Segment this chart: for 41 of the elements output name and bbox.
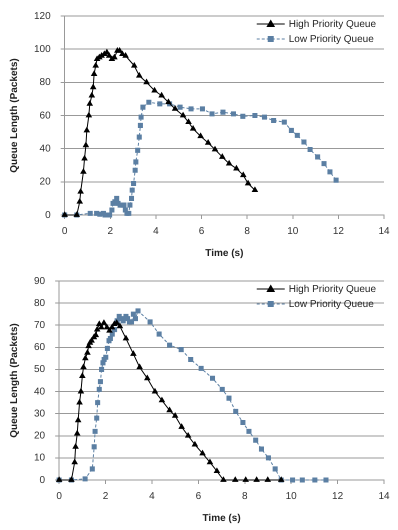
x-tick-label: 2 (102, 490, 109, 502)
y-tick-label: 40 (34, 386, 46, 398)
y-tick-label: 80 (34, 298, 46, 309)
x-tick-label: 8 (242, 490, 248, 502)
x-tick-label: 4 (149, 490, 156, 502)
x-tick-label: 0 (62, 226, 68, 237)
x-axis-title: Time (s) (202, 512, 241, 524)
y-tick-label: 90 (34, 276, 46, 287)
x-tick-label: 10 (287, 226, 299, 237)
x-tick-label: 4 (153, 226, 160, 237)
y-tick-label: 100 (34, 44, 52, 55)
y-tick-label: 60 (34, 342, 46, 354)
x-tick-label: 10 (286, 490, 298, 502)
y-tick-label: 0 (40, 474, 46, 486)
y-tick-label: 0 (45, 210, 52, 221)
y-tick-label: 20 (34, 430, 46, 442)
y-tick-label: 70 (34, 320, 46, 331)
x-tick-label: 2 (108, 226, 114, 237)
y-tick-label: 10 (34, 452, 46, 464)
legend-label: High Priority Queue (288, 18, 376, 30)
y-axis-title: Queue Length (Packets) (8, 323, 20, 438)
x-tick-label: 12 (332, 490, 344, 502)
y-axis-title: Queue Length (Packets) (8, 58, 20, 173)
x-axis-title: Time (s) (205, 248, 244, 259)
y-tick-label: 20 (40, 176, 52, 188)
legend-label: High Priority Queue (288, 284, 376, 295)
y-tick-label: 30 (34, 408, 46, 420)
y-tick-label: 60 (40, 110, 52, 122)
y-tick-label: 80 (40, 77, 52, 88)
x-tick-label: 6 (196, 490, 202, 502)
y-tick-label: 40 (40, 143, 52, 154)
y-tick-label: 50 (34, 364, 46, 376)
legend-label: Low Priority Queue (288, 34, 374, 45)
x-tick-label: 0 (56, 490, 62, 502)
y-tick-label: 120 (34, 10, 52, 22)
x-tick-label: 12 (332, 226, 344, 237)
x-tick-label: 6 (198, 226, 205, 237)
x-tick-label: 14 (378, 490, 390, 502)
x-tick-label: 8 (244, 226, 250, 237)
x-tick-label: 14 (378, 226, 390, 237)
legend-label: Low Priority Queue (288, 298, 374, 310)
